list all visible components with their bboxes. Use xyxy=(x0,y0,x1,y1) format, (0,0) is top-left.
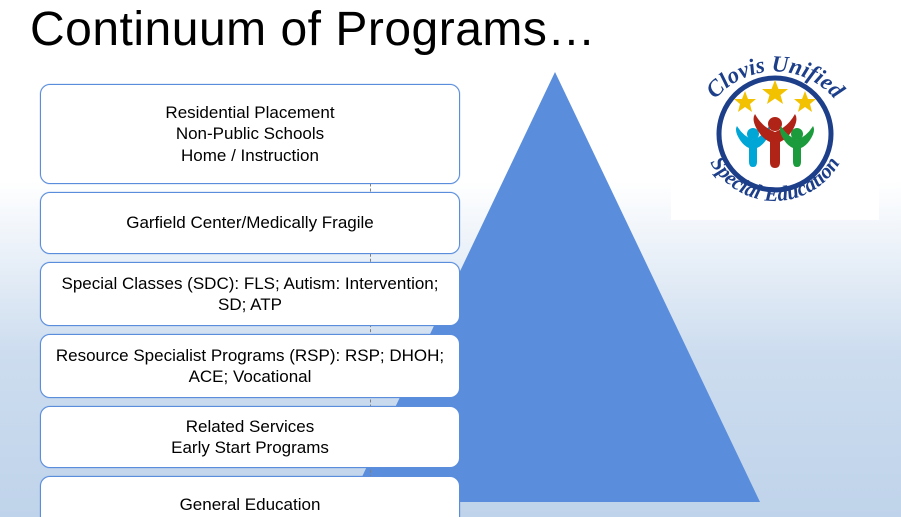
program-box: Residential Placement Non-Public Schools… xyxy=(40,84,460,184)
program-box: Resource Specialist Programs (RSP): RSP;… xyxy=(40,334,460,398)
program-box-line: Non-Public Schools xyxy=(176,123,324,144)
program-box-line: General Education xyxy=(180,494,321,515)
program-box-line: Early Start Programs xyxy=(171,437,329,458)
program-box: Garfield Center/Medically Fragile xyxy=(40,192,460,254)
program-box-stack: Residential Placement Non-Public Schools… xyxy=(40,84,460,517)
logo-figures xyxy=(736,114,814,168)
program-box-line: Residential Placement xyxy=(165,102,334,123)
program-box-line: Special Classes (SDC): FLS; Autism: Inte… xyxy=(51,273,449,316)
slide-title: Continuum of Programs… xyxy=(30,2,596,57)
program-box-line: Home / Instruction xyxy=(181,145,319,166)
program-box-line: Garfield Center/Medically Fragile xyxy=(126,212,374,233)
district-logo: Clovis Unified Special Education xyxy=(671,32,879,220)
program-box: Special Classes (SDC): FLS; Autism: Inte… xyxy=(40,262,460,326)
program-box-line: Related Services xyxy=(186,416,315,437)
program-box: Related Services Early Start Programs xyxy=(40,406,460,468)
program-box: General Education xyxy=(40,476,460,517)
program-box-line: Resource Specialist Programs (RSP): RSP;… xyxy=(51,345,449,388)
